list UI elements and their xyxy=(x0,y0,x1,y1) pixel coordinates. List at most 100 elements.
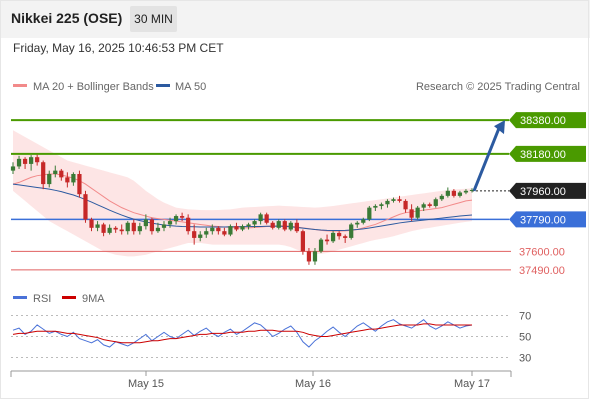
candle-body xyxy=(179,216,185,218)
candle xyxy=(373,204,378,211)
candle xyxy=(240,224,245,232)
time-axis: May 15 May 16 May 17 xyxy=(10,370,512,390)
candle-body xyxy=(306,251,312,262)
candle xyxy=(210,224,215,235)
level-tag-last xyxy=(509,182,586,199)
candle-body xyxy=(41,162,46,185)
candle xyxy=(409,204,414,222)
candle xyxy=(173,214,179,225)
level-tag-pivot xyxy=(509,211,586,228)
level-labels: 38380.00 38180.00 37960.00 37790.00 37600.00… xyxy=(472,112,586,277)
candle-body xyxy=(463,190,469,193)
candle-body xyxy=(421,204,426,208)
candle xyxy=(35,154,40,166)
candle xyxy=(324,234,330,245)
candle xyxy=(41,160,46,190)
candle xyxy=(47,170,52,188)
candle-body xyxy=(433,199,438,206)
level-label-support: 37600.00 xyxy=(519,246,565,258)
candle xyxy=(282,219,287,232)
candle xyxy=(330,231,336,243)
candle xyxy=(16,155,22,169)
candle-body xyxy=(119,229,124,232)
ma9-legend-label: 9MA xyxy=(82,293,105,305)
candle-body xyxy=(83,194,88,220)
candle xyxy=(427,202,432,208)
candle-body xyxy=(89,219,94,228)
candle xyxy=(463,189,469,195)
candle-body xyxy=(131,222,136,232)
candle-body xyxy=(439,195,444,200)
candle xyxy=(391,197,396,203)
time-tick-label: May 15 xyxy=(128,378,164,390)
candle xyxy=(397,195,402,203)
candle xyxy=(294,219,299,233)
candle xyxy=(379,202,384,210)
candle-body xyxy=(240,226,245,230)
timestamp: Friday, May 16, 2025 10:46:53 PM CET xyxy=(13,41,224,55)
candle xyxy=(355,221,360,228)
bollinger-band xyxy=(13,130,472,257)
candle-body xyxy=(198,234,203,238)
level-label-support: 37490.00 xyxy=(519,265,565,277)
candle-body xyxy=(210,227,215,232)
candle-body xyxy=(35,157,40,163)
candle xyxy=(204,227,209,238)
candle-body xyxy=(403,200,408,210)
candle-body xyxy=(125,222,130,232)
candle xyxy=(113,226,118,233)
candle xyxy=(457,190,463,198)
candle-body xyxy=(349,224,354,238)
candle-body xyxy=(252,221,257,225)
candle xyxy=(270,221,275,230)
candle-body xyxy=(445,190,450,196)
candle xyxy=(222,227,227,237)
candle xyxy=(161,221,167,232)
candle xyxy=(77,170,82,198)
level-tag-resistance xyxy=(509,112,586,129)
candle xyxy=(385,199,390,208)
interval-button[interactable]: 30 MIN xyxy=(130,6,177,32)
candles xyxy=(10,154,475,265)
candle-body xyxy=(264,214,269,223)
candle xyxy=(349,222,354,240)
candle-body xyxy=(10,166,16,171)
candle xyxy=(155,222,161,233)
candle-body xyxy=(22,158,28,164)
candle xyxy=(143,214,148,230)
time-tick-label: May 17 xyxy=(454,378,490,390)
candle xyxy=(403,199,408,213)
forecast-arrow-head xyxy=(494,120,505,135)
candle-body xyxy=(216,227,221,232)
candle-body xyxy=(186,217,191,232)
candle-body xyxy=(155,227,161,232)
candle-body xyxy=(204,231,209,235)
candle xyxy=(306,248,312,265)
level-tag-resistance xyxy=(509,145,586,162)
time-tick-label: May 16 xyxy=(295,378,331,390)
candle xyxy=(252,219,257,228)
candle-body xyxy=(149,219,155,232)
candle-body xyxy=(234,226,239,230)
candle xyxy=(439,194,444,201)
candle-body xyxy=(71,174,76,183)
candle-body xyxy=(391,199,396,201)
candle-body xyxy=(47,174,52,185)
candle xyxy=(186,214,191,235)
candle xyxy=(101,222,106,237)
candle-body xyxy=(282,221,287,230)
candle-body xyxy=(161,224,167,228)
candle-body xyxy=(318,239,324,252)
ma9-swatch xyxy=(62,296,76,299)
rsi-ma-line xyxy=(12,323,472,344)
candle xyxy=(228,224,233,237)
ma50-swatch xyxy=(156,84,170,87)
candle xyxy=(149,217,155,235)
chart-header xyxy=(0,0,590,38)
candle-body xyxy=(107,227,112,233)
legend: MA 20 + Bollinger Bands MA 50 Research ©… xyxy=(13,81,580,93)
candle-body xyxy=(137,226,142,232)
candle xyxy=(288,221,293,232)
candle xyxy=(469,188,475,193)
candle xyxy=(53,165,58,178)
